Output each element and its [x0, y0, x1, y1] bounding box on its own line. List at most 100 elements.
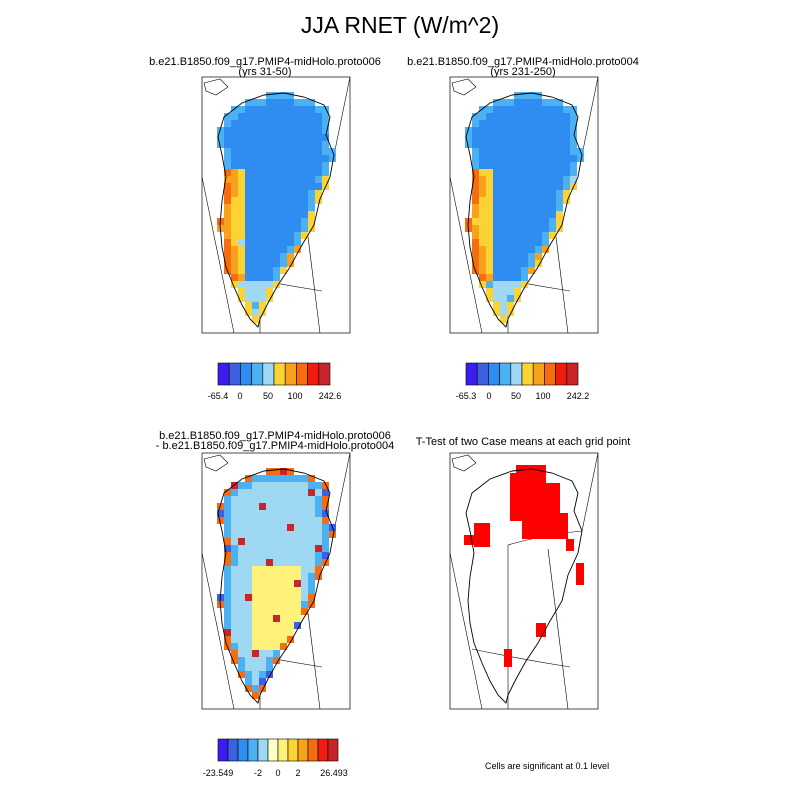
panel-3-cell: [252, 671, 259, 678]
panel-1-cell: [266, 155, 273, 162]
panel-1-cell: [245, 295, 252, 302]
panel-2-cell: [521, 204, 528, 211]
panel-2-cell: [521, 92, 528, 99]
panel-3-cell: [294, 608, 301, 615]
panel-1-cell: [245, 127, 252, 134]
panel-2-cell: [493, 246, 500, 253]
panel-4-significant-cell: [536, 623, 546, 637]
panel-3-cell: [238, 664, 245, 671]
panel-3-cell: [231, 545, 238, 552]
panel-1-cell: [287, 225, 294, 232]
panel-1-cell: [245, 197, 252, 204]
panel-2-cell: [563, 148, 570, 155]
panel-1-cell: [294, 120, 301, 127]
panel-1-cell: [238, 176, 245, 183]
panel-2-cell: [535, 99, 542, 106]
panel-3-cell: [266, 475, 273, 482]
panel-2-colorbar-swatch-4: [510, 362, 523, 386]
panel-3-cell: [273, 601, 280, 608]
panel-1-colorbar-swatch-2: [240, 362, 252, 386]
panel-3-cell: [259, 573, 266, 580]
panel-1-cell: [238, 169, 245, 176]
panel-2-cell: [535, 253, 542, 260]
panel-3-colorbar-swatch-2: [237, 738, 249, 762]
panel-2-cell: [493, 190, 500, 197]
panel-4-significant-cell: [522, 519, 548, 539]
panel-1-cell: [238, 295, 245, 302]
panel-2-cell: [507, 204, 514, 211]
panel-3-map: [201, 452, 351, 710]
panel-3-cell: [273, 643, 280, 650]
panel-1-cell: [252, 246, 259, 253]
panel-2-cell: [479, 204, 486, 211]
panel-3-cell: [315, 573, 322, 580]
panel-2-cell: [500, 155, 507, 162]
panel-3-cell: [238, 580, 245, 587]
panel-2-cell: [479, 190, 486, 197]
panel-3-cell: [238, 622, 245, 629]
panel-1-cell: [252, 225, 259, 232]
panel-1-cell: [238, 239, 245, 246]
panel-3-cell: [266, 587, 273, 594]
panel-2-cell: [563, 169, 570, 176]
panel-1-cell: [224, 197, 231, 204]
panel-1-cell: [231, 190, 238, 197]
panel-2-cell: [493, 211, 500, 218]
panel-2-cell: [486, 120, 493, 127]
panel-2-cell: [535, 155, 542, 162]
panel-2-cell: [528, 148, 535, 155]
panel-2-cell: [493, 253, 500, 260]
panel-3-cell: [224, 496, 231, 503]
panel-3-cell: [287, 496, 294, 503]
panel-3-cell: [273, 650, 280, 657]
panel-2-cell: [500, 120, 507, 127]
panel-3-cell: [259, 524, 266, 531]
panel-3-cell: [287, 538, 294, 545]
panel-2-cell: [528, 260, 535, 267]
panel-1-cell: [280, 260, 287, 267]
panel-3-cell: [259, 643, 266, 650]
panel-3-cell: [266, 615, 273, 622]
panel-1-cell: [217, 141, 224, 148]
panel-3-cell: [224, 538, 231, 545]
panel-1-cell: [280, 197, 287, 204]
panel-2-cell: [507, 211, 514, 218]
panel-2-cell: [521, 260, 528, 267]
panel-1-cell: [315, 162, 322, 169]
panel-1-cell: [266, 274, 273, 281]
panel-1-cell: [252, 267, 259, 274]
panel-3-cell: [224, 587, 231, 594]
panel-3-cell: [301, 594, 308, 601]
panel-1-cell: [245, 239, 252, 246]
panel-2-cell: [472, 162, 479, 169]
panel-2-cell: [507, 141, 514, 148]
panel-1-cell: [294, 127, 301, 134]
panel-2-tick-0: -65.3: [455, 391, 477, 401]
panel-2-cell: [472, 260, 479, 267]
panel-2-cell: [535, 225, 542, 232]
panel-1-cell: [273, 274, 280, 281]
panel-2-cell: [535, 239, 542, 246]
panel-1-cell: [259, 267, 266, 274]
panel-2-cell: [535, 197, 542, 204]
panel-1-cell: [301, 232, 308, 239]
panel-2-cell: [528, 197, 535, 204]
panel-2-cell: [514, 190, 521, 197]
panel-1-cell: [245, 169, 252, 176]
panel-2-cell: [549, 176, 556, 183]
panel-1-cell: [224, 218, 231, 225]
panel-3-cell: [301, 566, 308, 573]
panel-1-cell: [259, 134, 266, 141]
panel-2-cell: [528, 190, 535, 197]
panel-3-cell: [224, 552, 231, 559]
panel-3-cell: [259, 580, 266, 587]
panel-2-cell: [535, 92, 542, 99]
panel-2-cell: [479, 253, 486, 260]
panel-2-cell: [486, 127, 493, 134]
panel-2-cell: [521, 120, 528, 127]
panel-2-cell: [549, 190, 556, 197]
panel-1-cell: [224, 134, 231, 141]
panel-3-cell: [245, 545, 252, 552]
panel-2-cell: [479, 176, 486, 183]
panel-2-cell: [500, 253, 507, 260]
